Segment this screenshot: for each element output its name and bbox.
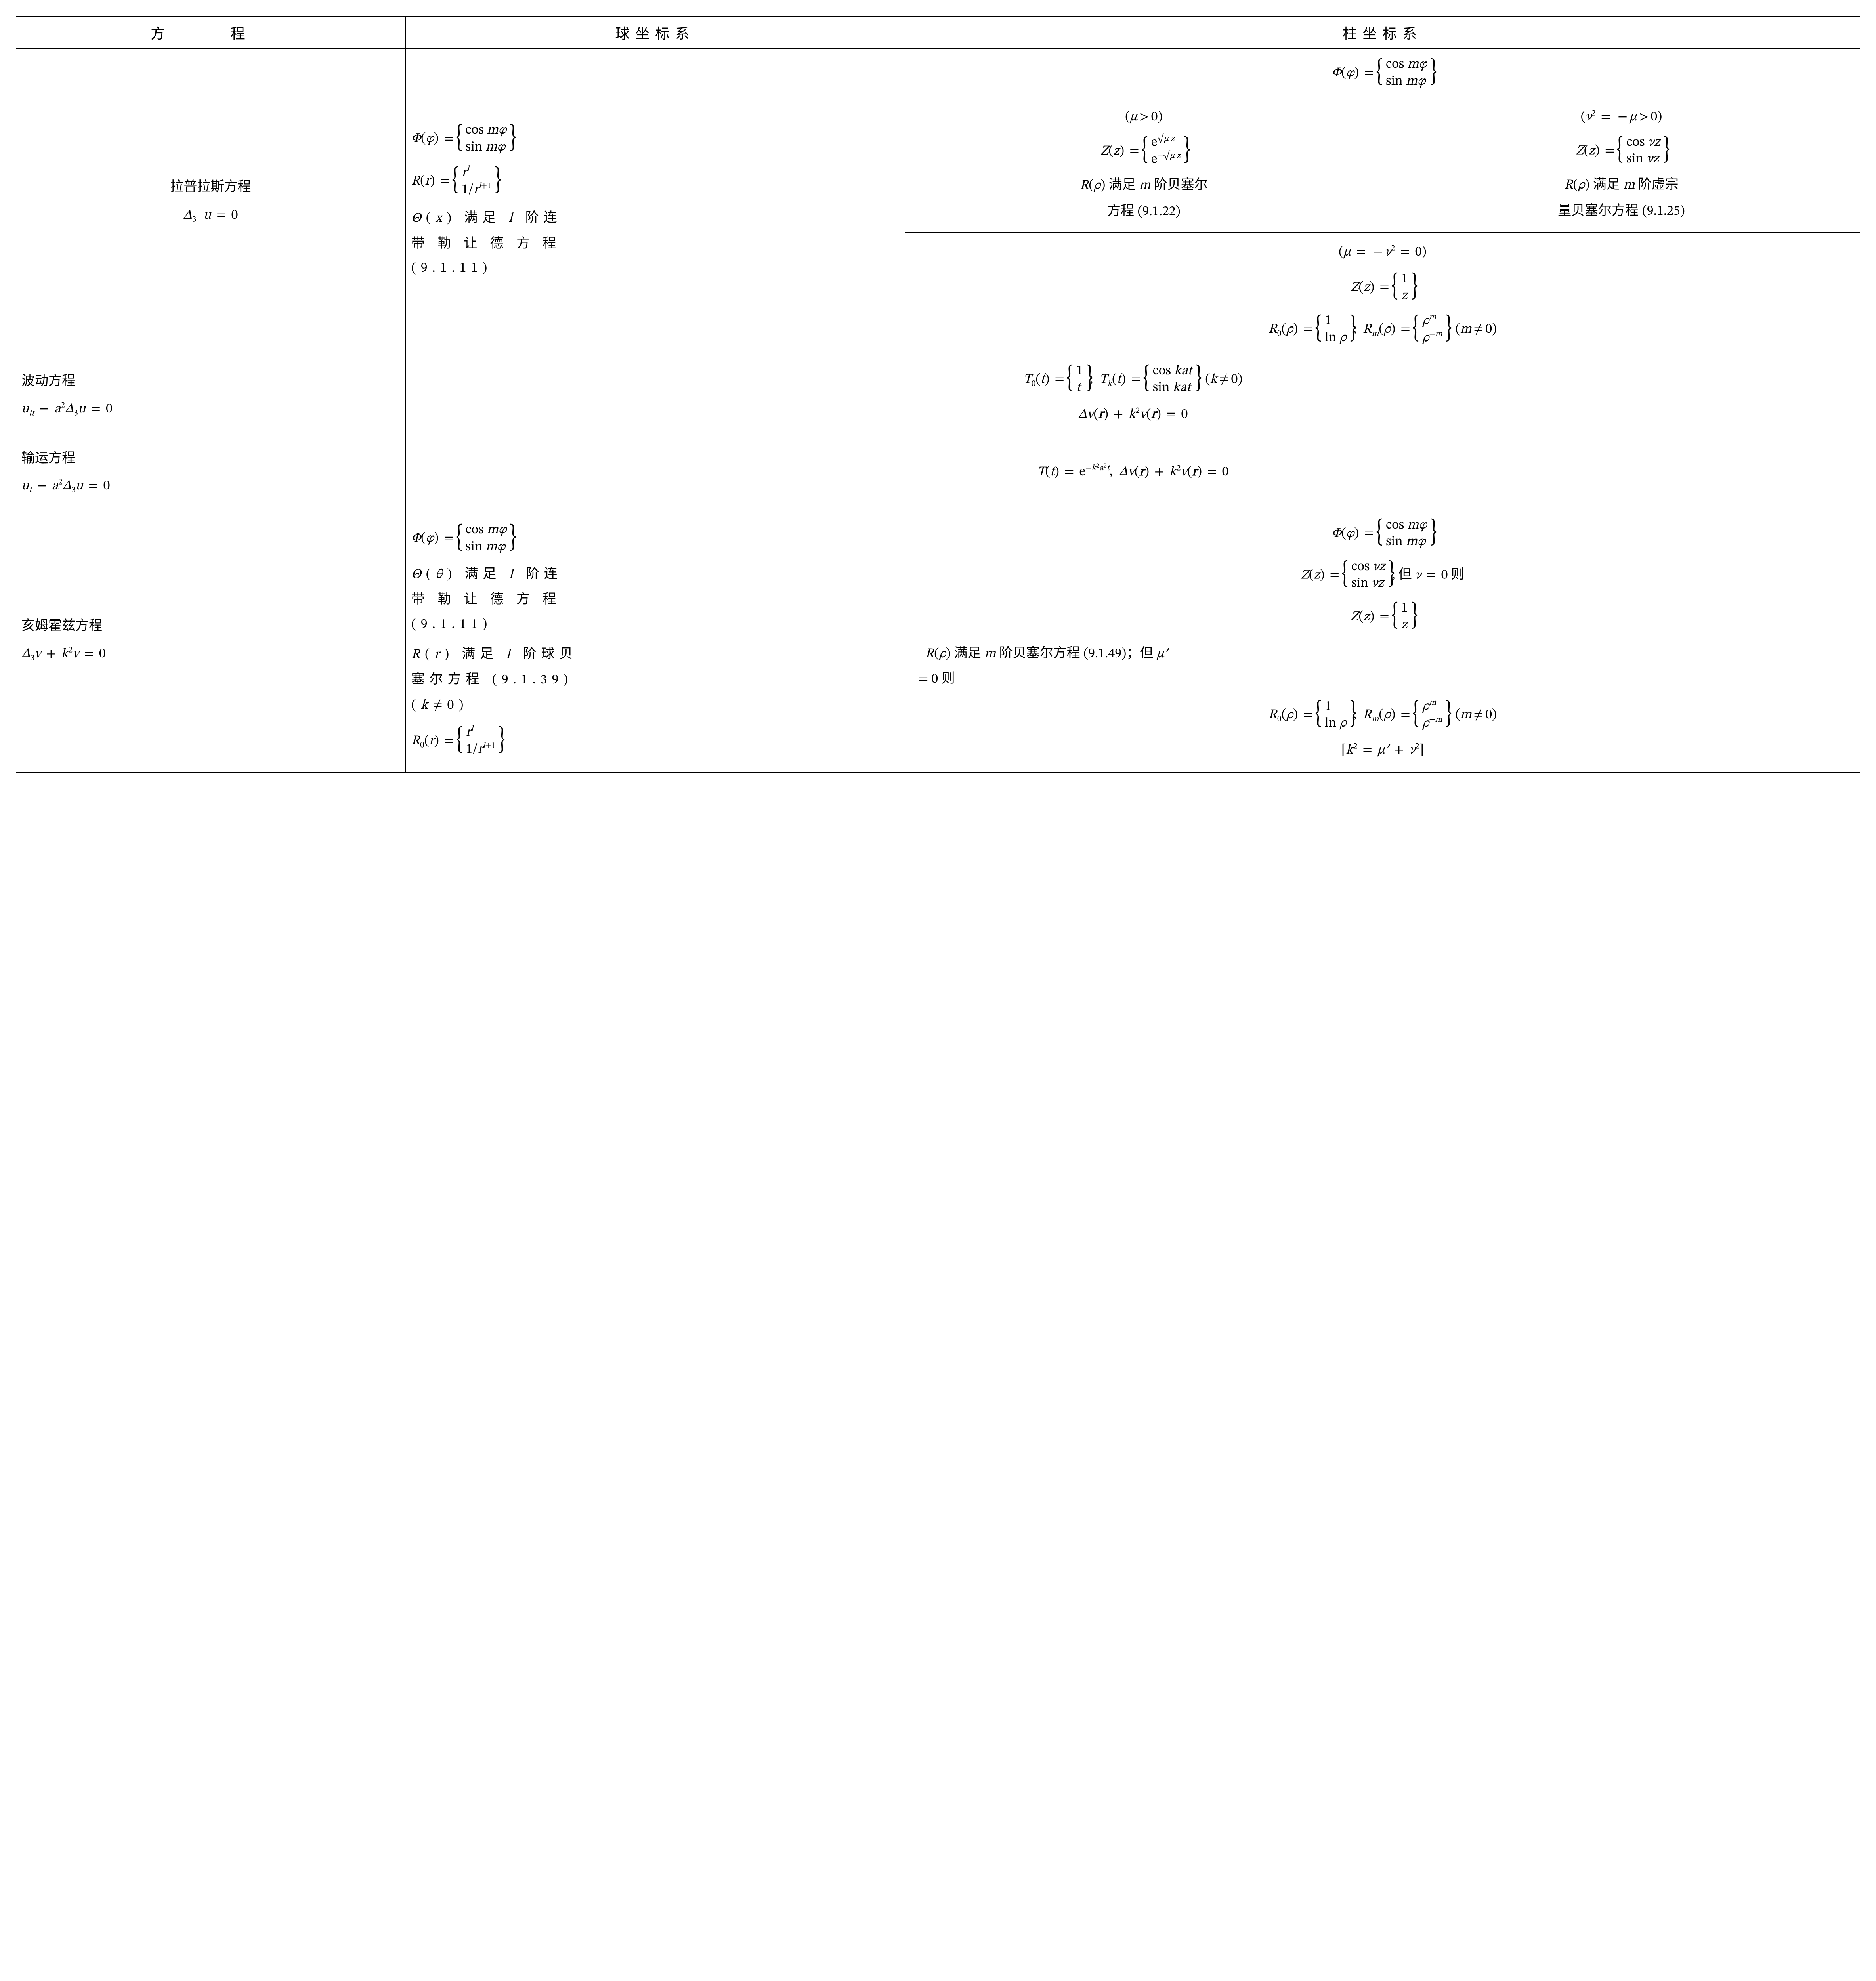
wave-content-cell: T0(t) = 1t; Tk(t) = cos katsin kat (k≠0)… xyxy=(405,354,1860,437)
laplace-name-cell: 拉普拉斯方程 Δ3 u = 0 xyxy=(16,49,405,354)
helmholtz-cylindrical-cell: Φ(φ) = cos mφsin mφ Z(z) = cos νzsin νz;… xyxy=(905,508,1860,773)
transport-title: 输运方程 xyxy=(21,446,400,471)
helmholtz-cyl-phi: Φ(φ) = cos mφsin mφ xyxy=(911,517,1855,551)
laplace-cyl-muA-R: R(ρ) 满足 m 阶贝塞尔方程 (9.1.22) xyxy=(909,172,1379,225)
laplace-sph-theta: Θ(x) 满足 l 阶连带 勒 让 德 方 程(9.1.11) xyxy=(411,206,899,281)
equations-table: 方 程 球坐标系 柱坐标系 拉普拉斯方程 Δ3 u = 0 Φ(φ) = cos… xyxy=(16,16,1860,773)
helmholtz-sph-theta: Θ(θ) 满足 l 阶连带 勒 让 德 方 程(9.1.11) xyxy=(411,562,899,637)
helmholtz-equation: Δ3v + k2v = 0 xyxy=(21,641,400,667)
laplace-equation: Δ3 u = 0 xyxy=(21,203,400,229)
wave-equation: utt − a2Δ3u = 0 xyxy=(21,397,400,422)
laplace-cylindrical-cell: Φ(φ) = cos mφsin mφ (μ>0) Z(z) = e√μ ze−… xyxy=(905,49,1860,354)
wave-title: 波动方程 xyxy=(21,368,400,394)
laplace-cyl-muC-R: R0(ρ) = 1ln ρ; Rm(ρ) = ρmρ−m (m≠0) xyxy=(909,313,1856,347)
laplace-cyl-muB-R: R(ρ) 满足 m 阶虚宗量贝塞尔方程 (9.1.25) xyxy=(1387,172,1856,225)
header-cylindrical: 柱坐标系 xyxy=(905,16,1860,49)
laplace-cyl-muA-cond: (μ>0) xyxy=(909,105,1379,130)
laplace-cyl-phi: Φ(φ) = cos mφsin mφ xyxy=(1332,67,1433,80)
helmholtz-sph-phi: Φ(φ) = cos mφsin mφ xyxy=(411,522,899,555)
laplace-spherical-cell: Φ(φ) = cos mφsin mφ R(r) = rl1/rl+1 Θ(x)… xyxy=(405,49,905,354)
laplace-cyl-phi-row: Φ(φ) = cos mφsin mφ xyxy=(905,49,1860,97)
row-transport: 输运方程 ut − a2Δ3u = 0 T(t) = e−k2a2t, Δv(r… xyxy=(16,437,1860,508)
wave-name-cell: 波动方程 utt − a2Δ3u = 0 xyxy=(16,354,405,437)
transport-equation: ut − a2Δ3u = 0 xyxy=(21,473,400,499)
laplace-cyl-muB-cond: (ν2 = −μ>0) xyxy=(1387,105,1856,130)
wave-line2: Δv(r) + k2v(r) = 0 xyxy=(411,402,1855,428)
laplace-cyl-muC: (μ = −ν2 = 0) Z(z) = 1z R0(ρ) = 1ln ρ; R… xyxy=(905,233,1860,354)
laplace-cyl-muC-Z: Z(z) = 1z xyxy=(909,271,1856,305)
laplace-cyl-muA: (μ>0) Z(z) = e√μ ze−√μ z R(ρ) 满足 m 阶贝塞尔方… xyxy=(905,97,1383,233)
laplace-cyl-inner: Φ(φ) = cos mφsin mφ (μ>0) Z(z) = e√μ ze−… xyxy=(905,49,1860,354)
helmholtz-cyl-Z: Z(z) = cos νzsin νz; 但 ν = 0 则 xyxy=(911,559,1855,592)
laplace-sph-R: R(r) = rl1/rl+1 xyxy=(411,164,899,198)
laplace-cyl-muA-Z: Z(z) = e√μ ze−√μ z xyxy=(909,134,1379,168)
header-row: 方 程 球坐标系 柱坐标系 xyxy=(16,16,1860,49)
transport-name-cell: 输运方程 ut − a2Δ3u = 0 xyxy=(16,437,405,508)
transport-line: T(t) = e−k2a2t, Δv(r) + k2v(r) = 0 xyxy=(411,460,1855,485)
helmholtz-cyl-bracket: [k2 = μ′ + ν2] xyxy=(911,738,1855,763)
header-equation: 方 程 xyxy=(16,16,405,49)
wave-line1: T0(t) = 1t; Tk(t) = cos katsin kat (k≠0) xyxy=(411,363,1855,397)
helmholtz-sph-R: R(r) 满足 l 阶球贝塞尔方程 (9.1.39)(k≠0) xyxy=(411,642,899,718)
row-wave: 波动方程 utt − a2Δ3u = 0 T0(t) = 1t; Tk(t) =… xyxy=(16,354,1860,437)
laplace-cyl-muB: (ν2 = −μ>0) Z(z) = cos νzsin νz R(ρ) 满足 … xyxy=(1383,97,1860,233)
helmholtz-spherical-cell: Φ(φ) = cos mφsin mφ Θ(θ) 满足 l 阶连带 勒 让 德 … xyxy=(405,508,905,773)
laplace-title: 拉普拉斯方程 xyxy=(21,174,400,200)
helmholtz-cyl-R0: R0(ρ) = 1ln ρ; Rm(ρ) = ρmρ−m (m≠0) xyxy=(911,698,1855,732)
helmholtz-cyl-Z0: Z(z) = 1z xyxy=(911,600,1855,634)
row-helmholtz: 亥姆霍兹方程 Δ3v + k2v = 0 Φ(φ) = cos mφsin mφ… xyxy=(16,508,1860,773)
transport-content-cell: T(t) = e−k2a2t, Δv(r) + k2v(r) = 0 xyxy=(405,437,1860,508)
laplace-cyl-muC-cond: (μ = −ν2 = 0) xyxy=(909,240,1856,265)
helmholtz-name-cell: 亥姆霍兹方程 Δ3v + k2v = 0 xyxy=(16,508,405,773)
row-laplace: 拉普拉斯方程 Δ3 u = 0 Φ(φ) = cos mφsin mφ R(r)… xyxy=(16,49,1860,354)
helmholtz-title: 亥姆霍兹方程 xyxy=(21,613,400,639)
laplace-sph-phi: Φ(φ) = cos mφsin mφ xyxy=(411,122,899,156)
header-spherical: 球坐标系 xyxy=(405,16,905,49)
helmholtz-sph-R0: R0(r) = rl1/rl+1 xyxy=(411,724,899,758)
laplace-cyl-muB-Z: Z(z) = cos νzsin νz xyxy=(1387,134,1856,168)
helmholtz-cyl-R: R(ρ) 满足 m 阶贝塞尔方程 (9.1.49)；但 μ′= 0 则 xyxy=(911,641,1855,692)
